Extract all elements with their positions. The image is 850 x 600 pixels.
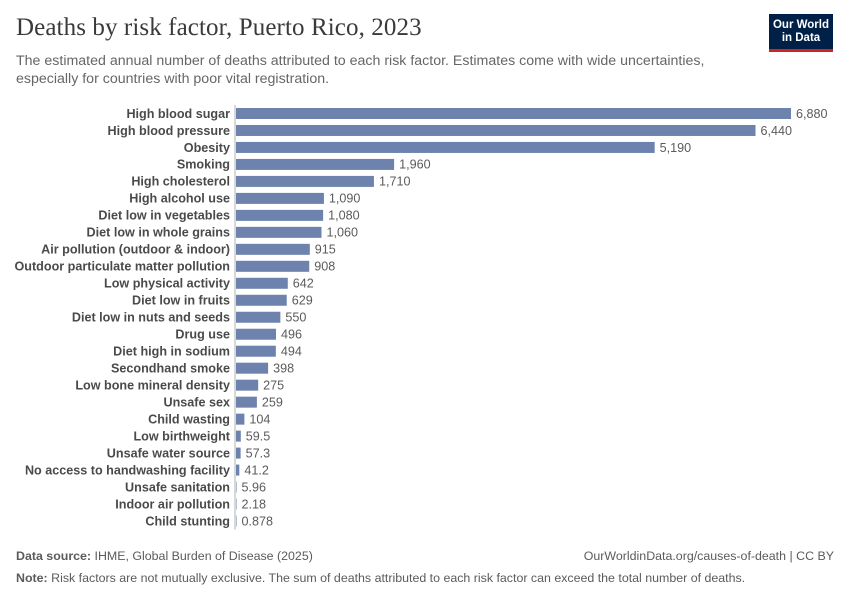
value-label: 6,440: [761, 124, 793, 138]
category-label: Unsafe sanitation: [125, 480, 230, 494]
category-label: Diet low in nuts and seeds: [72, 311, 230, 325]
bar[interactable]: [236, 107, 791, 119]
bar[interactable]: [236, 243, 310, 255]
category-label: Child stunting: [145, 514, 230, 528]
bar[interactable]: [236, 396, 257, 408]
value-label: 642: [293, 277, 314, 291]
data-source-text: IHME, Global Burden of Disease (2025): [94, 549, 313, 563]
bar[interactable]: [236, 430, 241, 442]
category-label: Obesity: [184, 141, 230, 155]
bar[interactable]: [236, 515, 237, 527]
category-label: Outdoor particulate matter pollution: [15, 260, 231, 274]
value-label: 398: [273, 361, 294, 375]
bar[interactable]: [236, 447, 241, 459]
value-label: 2.18: [242, 497, 267, 511]
category-label: Low bone mineral density: [75, 378, 230, 392]
category-label: High blood sugar: [126, 107, 230, 121]
value-label: 1,080: [328, 209, 360, 223]
value-label: 104: [249, 412, 270, 426]
value-label: 0.878: [242, 514, 274, 528]
value-label: 1,090: [329, 192, 361, 206]
value-label: 275: [263, 378, 284, 392]
bar[interactable]: [236, 175, 374, 187]
bar[interactable]: [236, 209, 324, 221]
category-label: Indoor air pollution: [115, 497, 230, 511]
note-text: Risk factors are not mutually exclusive.…: [51, 571, 746, 585]
bar[interactable]: [236, 413, 245, 425]
value-label: 908: [314, 260, 335, 274]
owid-logo[interactable]: Our World in Data: [769, 14, 833, 52]
bars-group: High blood sugar 6,880 High blood pressure…: [15, 107, 828, 529]
value-label: 5.96: [242, 480, 267, 494]
data-source: Data source: IHME, Global Burden of Dise…: [16, 549, 313, 563]
category-label: Air pollution (outdoor & indoor): [41, 243, 230, 257]
bar[interactable]: [236, 124, 756, 136]
category-label: High cholesterol: [131, 175, 230, 189]
bar[interactable]: [236, 226, 322, 238]
category-label: Diet low in whole grains: [87, 226, 230, 240]
value-label: 1,710: [379, 175, 411, 189]
data-source-label: Data source:: [16, 549, 92, 563]
category-label: Diet high in sodium: [113, 345, 230, 359]
category-label: Child wasting: [148, 412, 230, 426]
logo-line-2: in Data: [781, 31, 821, 44]
category-label: Drug use: [175, 328, 230, 342]
bar[interactable]: [236, 464, 240, 476]
value-label: 1,060: [327, 226, 359, 240]
bar[interactable]: [236, 141, 655, 153]
bar-chart: High blood sugar 6,880 High blood pressure…: [15, 105, 828, 530]
bar[interactable]: [236, 481, 237, 493]
chart-title: Deaths by risk factor, Puerto Rico, 2023: [16, 14, 422, 41]
category-label: High blood pressure: [108, 124, 230, 138]
category-label: Low birthweight: [133, 429, 230, 443]
bar[interactable]: [236, 345, 276, 357]
source-url-link[interactable]: OurWorldinData.org/causes-of-death | CC …: [583, 549, 834, 563]
bar[interactable]: [236, 311, 281, 323]
bar[interactable]: [236, 192, 324, 204]
category-label: Diet low in fruits: [132, 294, 230, 308]
category-label: Smoking: [177, 158, 230, 172]
logo-line-1: Our World: [772, 19, 829, 31]
value-label: 550: [285, 311, 306, 325]
bar[interactable]: [236, 328, 277, 340]
bar[interactable]: [236, 294, 287, 306]
bar[interactable]: [236, 362, 269, 374]
value-label: 1,960: [399, 158, 431, 172]
bar[interactable]: [236, 277, 288, 289]
category-label: Unsafe water source: [107, 446, 230, 460]
value-label: 496: [281, 328, 302, 342]
bar[interactable]: [236, 158, 395, 170]
category-label: Secondhand smoke: [111, 361, 230, 375]
bar[interactable]: [236, 379, 259, 391]
category-label: High alcohol use: [129, 192, 230, 206]
value-label: 915: [315, 243, 336, 257]
value-label: 59.5: [246, 429, 271, 443]
category-label: Diet low in vegetables: [98, 209, 230, 223]
chart-subtitle: The estimated annual number of deaths at…: [16, 53, 705, 87]
value-label: 629: [292, 294, 313, 308]
value-label: 41.2: [244, 463, 269, 477]
value-label: 6,880: [796, 107, 828, 121]
bar[interactable]: [236, 260, 310, 272]
value-label: 5,190: [660, 141, 692, 155]
value-label: 259: [262, 395, 283, 409]
value-label: 494: [281, 345, 302, 359]
category-label: No access to handwashing facility: [25, 463, 230, 477]
note-label: Note:: [16, 571, 48, 585]
category-label: Low physical activity: [104, 277, 230, 291]
category-label: Unsafe sex: [163, 395, 230, 409]
note: Note: Risk factors are not mutually excl…: [16, 571, 745, 585]
value-label: 57.3: [246, 446, 271, 460]
bar[interactable]: [236, 498, 237, 510]
